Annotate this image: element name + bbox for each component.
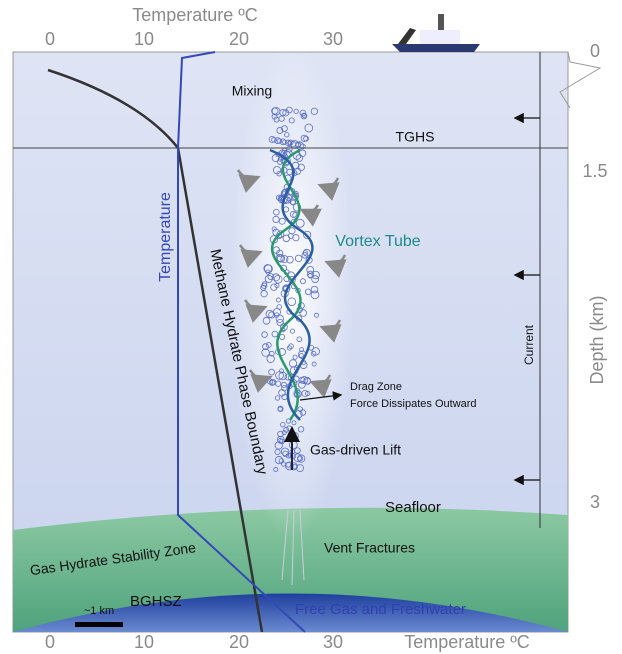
- tick-label: 20: [229, 29, 249, 49]
- axis-title: Temperature ºC: [132, 5, 258, 25]
- label: Gas-driven Lift: [310, 442, 401, 458]
- tick-label: 10: [134, 632, 154, 652]
- label: Drag Zone: [350, 381, 402, 393]
- label: BGHSZ: [130, 593, 182, 610]
- tick-label: 1.5: [582, 161, 607, 181]
- tick-label: 0: [590, 41, 600, 61]
- diagram: Temperature ºC 0 10 20 30 0 10 20 30 Tem…: [0, 0, 622, 654]
- label: TGHS: [396, 129, 435, 145]
- tick-label: 10: [134, 29, 154, 49]
- ship: [392, 14, 480, 52]
- label: Current: [522, 324, 536, 365]
- tick-label: 0: [45, 632, 55, 652]
- label: ~1 km: [84, 605, 114, 617]
- tick-label: 30: [323, 29, 343, 49]
- label: Force Dissipates Outward: [350, 398, 477, 410]
- tick-label: 30: [323, 632, 343, 652]
- axis-title: Depth (km): [587, 295, 607, 384]
- tick-label: 20: [229, 632, 249, 652]
- label: Vent Fractures: [324, 540, 415, 556]
- label: Free Gas and Freshwater: [295, 601, 466, 618]
- tick-label: 3: [590, 492, 600, 512]
- scale-bar: [75, 622, 123, 627]
- label: Temperature: [157, 192, 174, 282]
- axis-title: Temperature ºC: [404, 632, 530, 652]
- label: Mixing: [232, 83, 272, 99]
- tick-label: 0: [45, 29, 55, 49]
- label: Vortex Tube: [335, 233, 420, 250]
- label: Seafloor: [385, 499, 441, 516]
